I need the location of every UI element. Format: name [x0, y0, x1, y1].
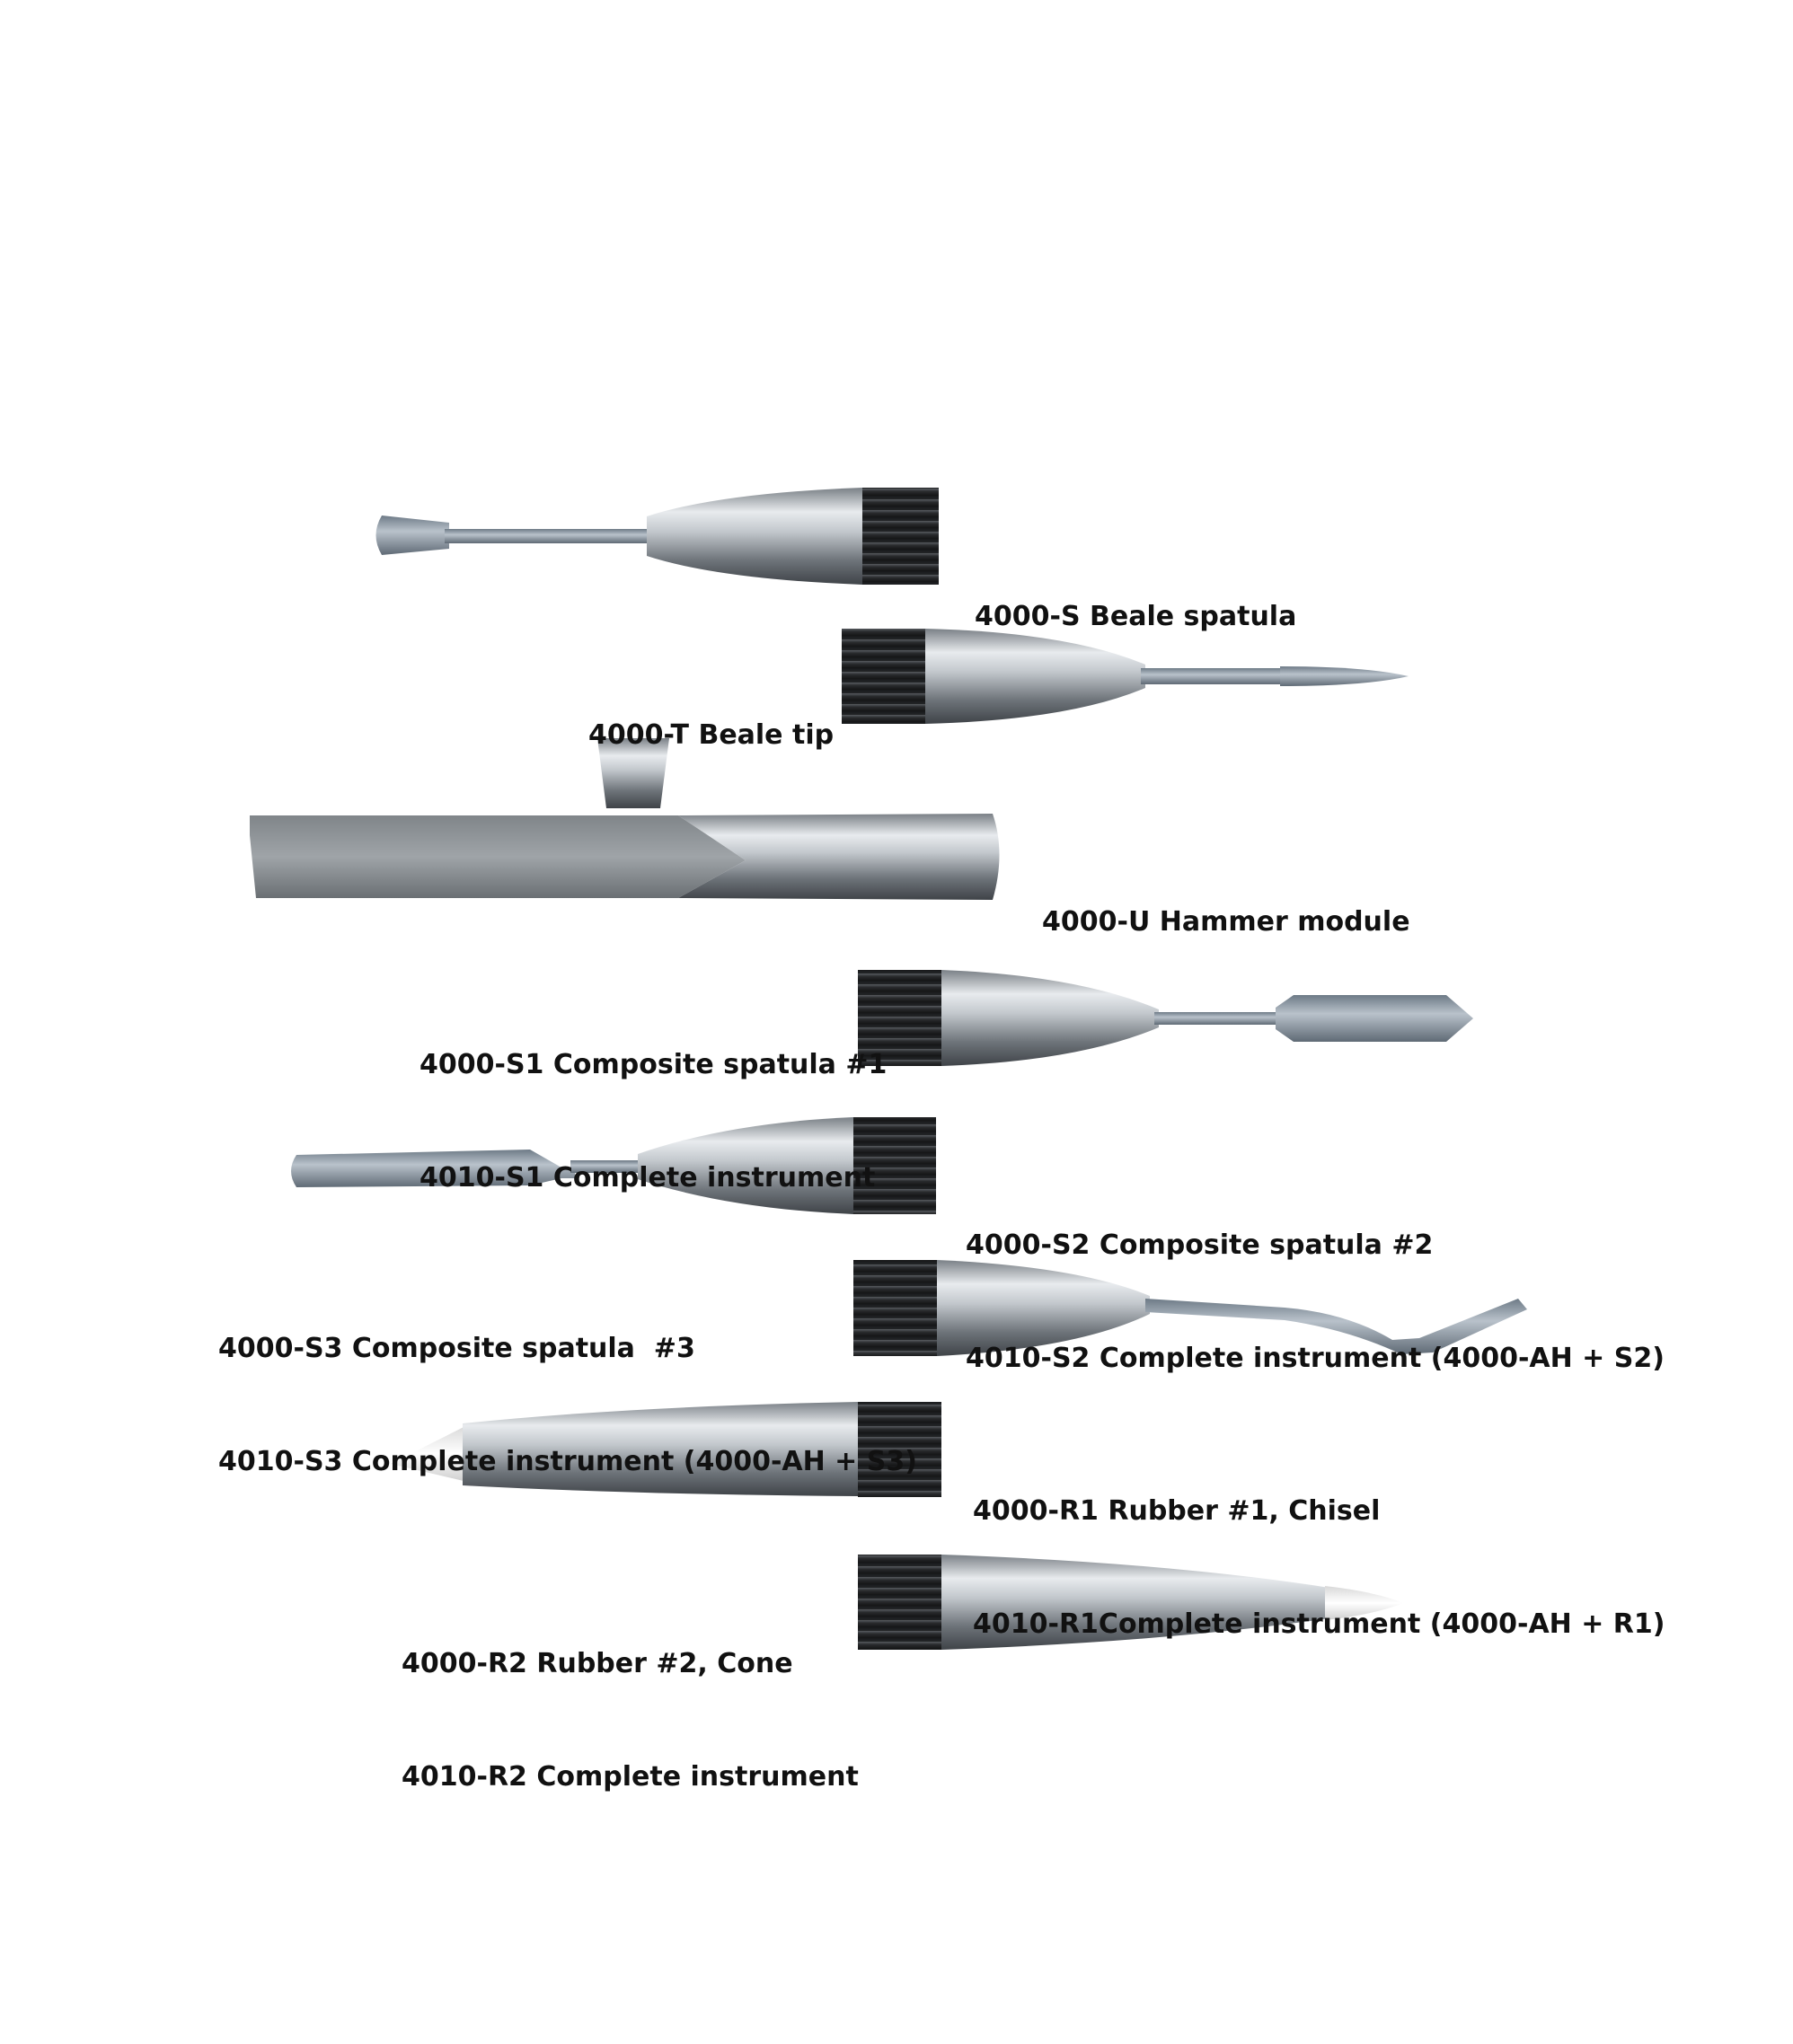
composite-spatula-2-illustration	[291, 1117, 936, 1214]
label-line: 4000-R2 Rubber #2, Cone	[402, 1648, 793, 1679]
beale-spatula-illustration	[375, 488, 939, 585]
label-line: 4000-U Hammer module	[1042, 906, 1410, 938]
label-beale-tip: 4000-T Beale tip	[588, 641, 834, 830]
label-line: 4000-S Beale spatula	[975, 601, 1297, 632]
label-line: 4010-R1Complete instrument (4000-AH + R1…	[973, 1608, 1665, 1640]
label-line: 4000-S1 Composite spatula #1	[420, 1049, 888, 1080]
label-rubber-cone: 4000-R2 Rubber #2, Cone 4010-R2 Complete…	[402, 1570, 859, 1872]
label-line: 4010-S2 Complete instrument (4000-AH + S…	[966, 1343, 1665, 1374]
rubber-cone-illustration	[858, 1555, 1403, 1650]
label-line: 4000-R1 Rubber #1, Chisel	[973, 1495, 1381, 1527]
label-beale-spatula: 4000-S Beale spatula	[975, 523, 1296, 711]
label-composite-spatula-2: 4000-S2 Composite spatula #2 4010-S2 Com…	[966, 1151, 1665, 1453]
label-line: 4000-S2 Composite spatula #2	[966, 1229, 1434, 1261]
label-line: 4010-S3 Complete instrument (4000-AH + S…	[218, 1446, 917, 1477]
label-composite-spatula-1: 4000-S1 Composite spatula #1 4010-S1 Com…	[420, 971, 887, 1273]
label-hammer-module: 4000-U Hammer module	[1042, 828, 1410, 1017]
label-rubber-chisel: 4000-R1 Rubber #1, Chisel 4010-R1Complet…	[973, 1417, 1665, 1719]
composite-spatula-1-illustration	[858, 970, 1473, 1066]
beale-tip-illustration	[842, 629, 1409, 724]
composite-spatula-3-illustration	[853, 1260, 1527, 1356]
label-composite-spatula-3: 4000-S3 Composite spatula #3 4010-S3 Com…	[218, 1255, 917, 1556]
label-line: 4010-S1 Complete instrument	[420, 1162, 876, 1194]
label-line: 4000-T Beale tip	[588, 719, 835, 751]
label-line: 4010-R2 Complete instrument	[402, 1761, 859, 1793]
rubber-chisel-illustration	[391, 1402, 941, 1497]
hammer-module-illustration	[250, 738, 1000, 900]
label-line: 4000-S3 Composite spatula #3	[218, 1333, 695, 1364]
